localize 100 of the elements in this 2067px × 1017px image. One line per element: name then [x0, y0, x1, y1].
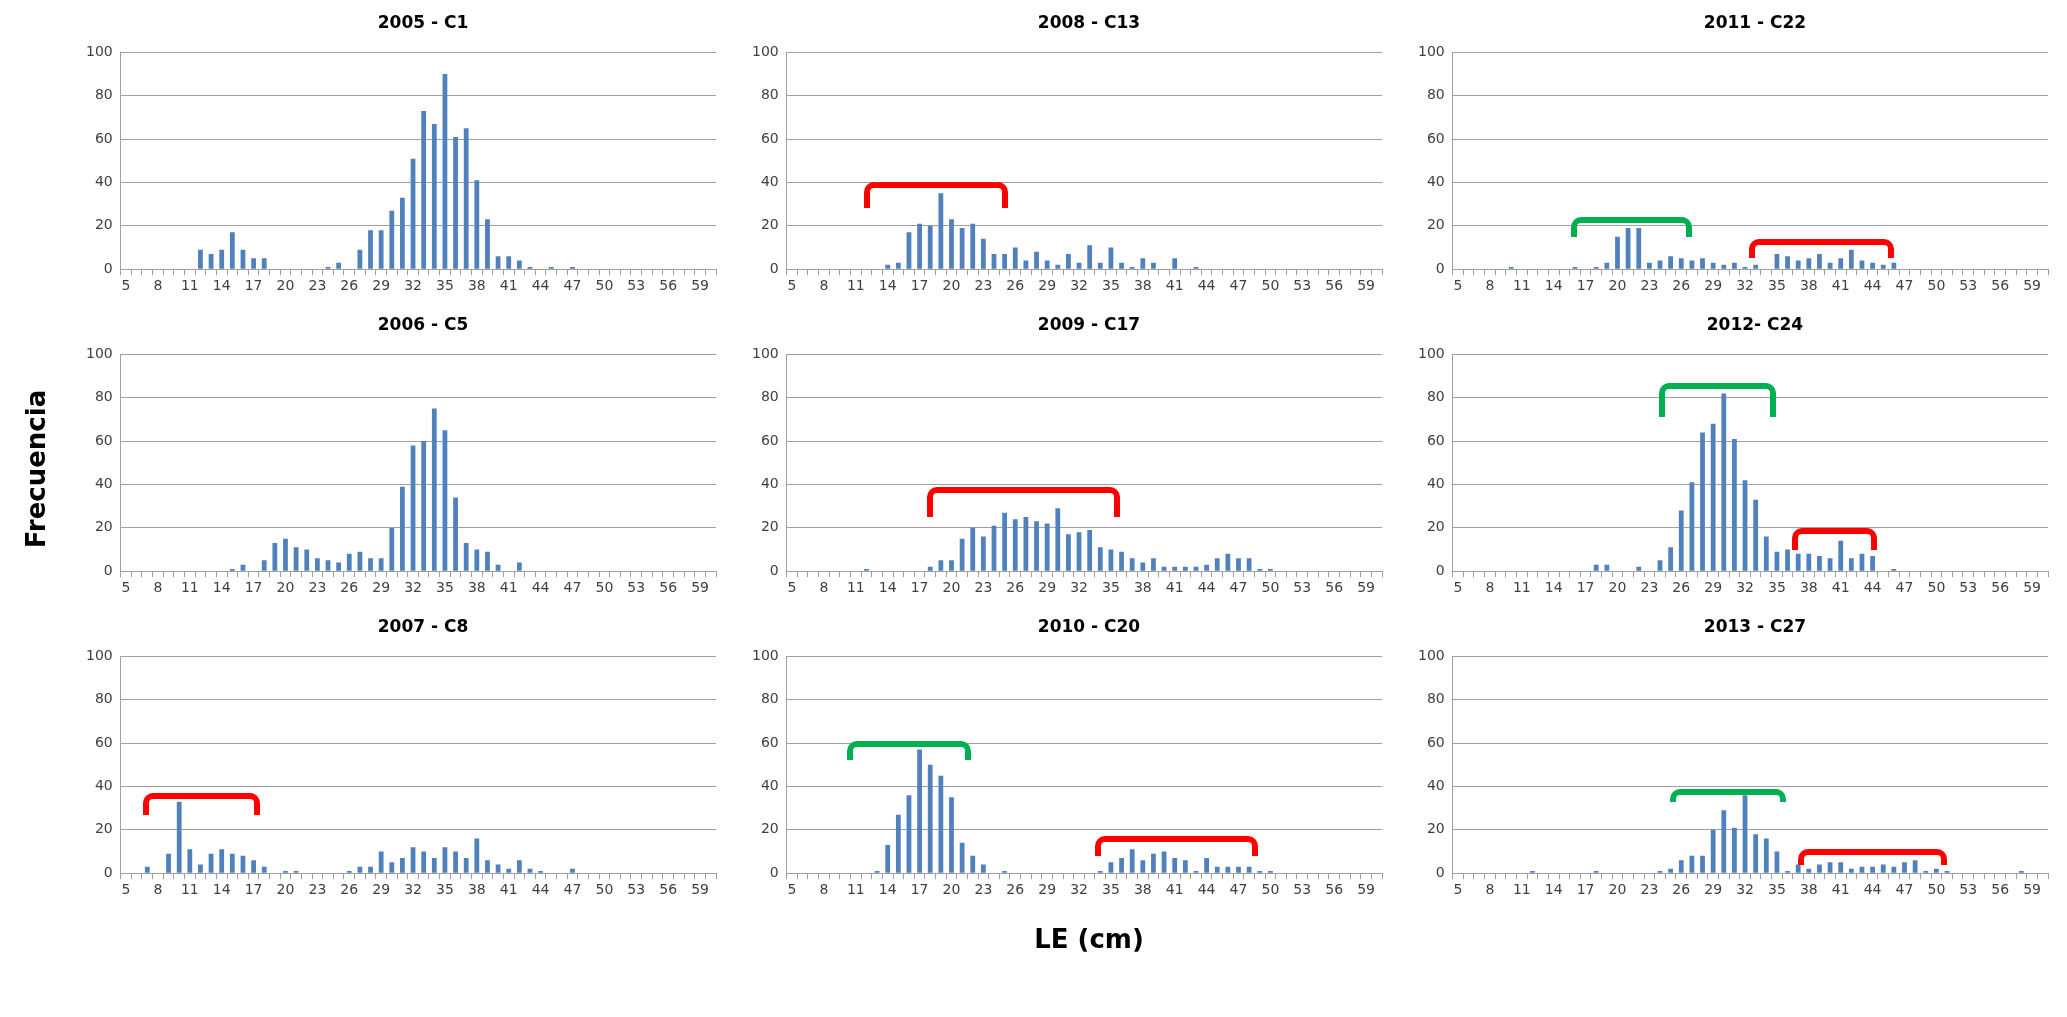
bar — [474, 180, 480, 269]
x-tick-label: 53 — [1959, 881, 1978, 898]
bar — [378, 230, 384, 269]
y-tick-label: 40 — [1426, 173, 1445, 190]
y-tick-label: 100 — [85, 43, 113, 60]
bar — [1119, 858, 1124, 873]
bar — [1646, 262, 1652, 269]
x-tick-label: 8 — [153, 277, 163, 294]
x-tick-label: 26 — [1006, 881, 1025, 898]
x-tick-label: 14 — [212, 277, 231, 294]
bar — [938, 560, 944, 571]
bar — [1785, 549, 1790, 571]
x-tick-label: 23 — [1640, 277, 1659, 294]
bar — [1151, 558, 1156, 571]
x-tick-label: 20 — [276, 277, 295, 294]
x-tick-label: 26 — [340, 579, 359, 596]
bar — [516, 860, 522, 873]
x-tick-label: 8 — [1485, 881, 1495, 898]
x-tick-label: 11 — [1512, 579, 1531, 596]
y-tick-label: 60 — [1426, 431, 1445, 448]
bar — [346, 553, 352, 571]
y-tick-label: 60 — [760, 129, 779, 146]
bar — [1140, 860, 1146, 873]
bar — [219, 249, 225, 269]
bar — [1615, 236, 1620, 269]
y-tick-label: 0 — [769, 259, 779, 276]
bar — [1225, 866, 1231, 873]
bar — [917, 749, 922, 873]
x-tick-label: 56 — [1991, 579, 2010, 596]
x-tick-label: 59 — [691, 277, 709, 294]
x-tick-label: 59 — [1357, 881, 1375, 898]
bar — [453, 497, 458, 571]
y-tick-label: 0 — [1435, 863, 1445, 880]
x-tick-label: 8 — [153, 579, 163, 596]
bar — [970, 223, 976, 269]
bar — [1657, 560, 1663, 571]
bar — [1891, 262, 1897, 269]
x-tick-label: 11 — [1512, 277, 1531, 294]
bar — [1870, 556, 1875, 571]
bar — [1204, 858, 1209, 873]
bar — [885, 845, 891, 873]
x-tick-label: 44 — [531, 881, 550, 898]
bar — [1880, 864, 1886, 873]
bar — [1604, 564, 1610, 571]
x-tick-label: 26 — [340, 881, 359, 898]
x-tick-label: 38 — [467, 579, 486, 596]
y-tick-label: 20 — [94, 518, 113, 535]
bar — [1668, 256, 1674, 269]
y-tick-label: 100 — [751, 647, 779, 664]
x-tick-label: 38 — [1133, 881, 1152, 898]
bar — [198, 864, 203, 873]
chart-title: 2013 - C27 — [1702, 615, 1808, 638]
x-tick-label: 53 — [1959, 579, 1978, 596]
bar — [325, 560, 331, 571]
bar — [959, 538, 965, 571]
bar — [1151, 262, 1156, 269]
x-tick-label: 23 — [974, 579, 993, 596]
x-tick-label: 23 — [974, 277, 993, 294]
x-tick-label: 11 — [180, 579, 199, 596]
bar — [400, 197, 405, 269]
bar — [895, 262, 901, 269]
x-tick-label: 20 — [276, 579, 295, 596]
bar — [1002, 512, 1008, 571]
bar — [1732, 438, 1737, 571]
bar — [1795, 864, 1801, 873]
x-tick-label: 8 — [1485, 277, 1495, 294]
bar — [400, 858, 405, 873]
x-tick-label: 44 — [1197, 881, 1216, 898]
x-tick-label: 11 — [180, 881, 199, 898]
bar — [1034, 251, 1039, 269]
x-tick-label: 38 — [1133, 277, 1152, 294]
y-tick-label: 0 — [769, 863, 779, 880]
bar — [980, 864, 986, 873]
bar — [1593, 564, 1599, 571]
x-tick-label: 14 — [212, 579, 231, 596]
y-tick-label: 40 — [760, 173, 779, 190]
bar — [1668, 868, 1674, 873]
bar — [219, 849, 225, 873]
x-tick-label: 5 — [787, 881, 797, 898]
x-tick-label: 41 — [499, 881, 518, 898]
bar — [1129, 849, 1135, 873]
x-tick-label: 53 — [627, 881, 646, 898]
x-tick-label: 29 — [1038, 579, 1057, 596]
y-tick-label: 20 — [760, 820, 779, 837]
x-tick-label: 17 — [910, 579, 929, 596]
x-tick-label: 59 — [1357, 579, 1375, 596]
x-tick-label: 5 — [787, 277, 797, 294]
x-tick-label: 5 — [1453, 579, 1463, 596]
x-tick-label: 53 — [1959, 277, 1978, 294]
y-tick-label: 80 — [1426, 388, 1445, 405]
x-tick-label: 8 — [819, 579, 829, 596]
x-tick-label: 17 — [1576, 277, 1595, 294]
y-tick-label: 80 — [760, 86, 779, 103]
bar — [176, 801, 182, 873]
y-tick-label: 0 — [103, 561, 113, 578]
x-tick-label: 17 — [244, 579, 263, 596]
y-tick-label: 100 — [1417, 43, 1445, 60]
x-tick-label: 32 — [404, 881, 422, 898]
bar — [1817, 254, 1822, 269]
bar — [1119, 262, 1124, 269]
